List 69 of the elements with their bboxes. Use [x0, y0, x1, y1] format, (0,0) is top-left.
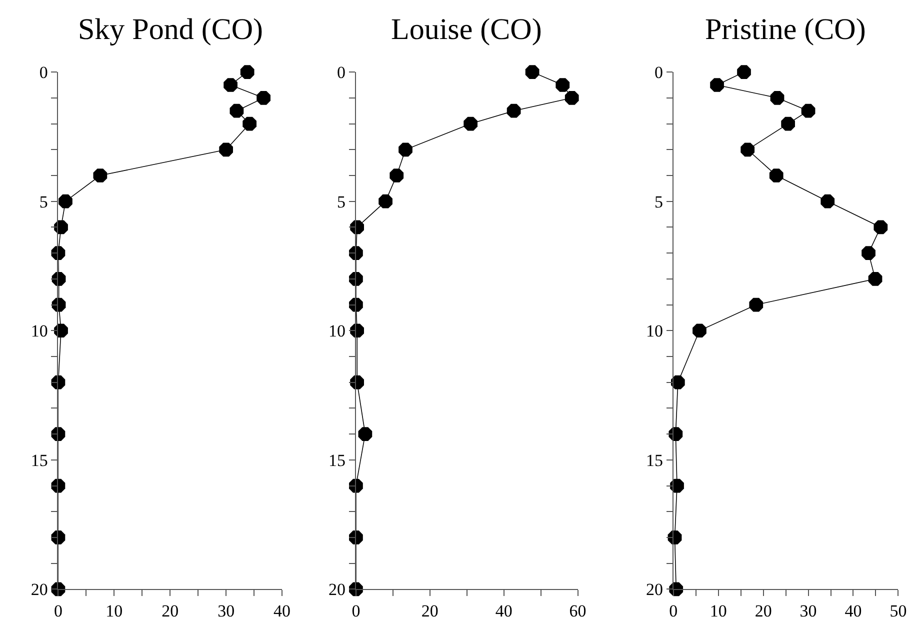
x-tick-label: 0 [669, 602, 678, 621]
y-tick-label: 0 [654, 63, 664, 82]
point [358, 427, 372, 441]
x-tick-label: 0 [352, 602, 360, 621]
chart-title: Pristine (CO) [705, 13, 866, 46]
point [770, 90, 784, 105]
point [219, 142, 234, 157]
point [242, 116, 257, 131]
y-tick-label: 5 [39, 192, 48, 212]
point [710, 78, 724, 92]
x-tick-label: 20 [754, 602, 772, 621]
point [398, 142, 412, 157]
x-tick-label: 0 [54, 602, 62, 621]
point [670, 478, 684, 493]
point [737, 65, 751, 79]
y-tick-label: 5 [337, 192, 346, 212]
chart-title: Sky Pond (CO) [78, 13, 264, 46]
point [801, 104, 816, 118]
x-tick-label: 40 [274, 602, 291, 621]
x-tick-label: 40 [495, 602, 512, 621]
y-tick-label: 10 [30, 322, 48, 341]
point [506, 104, 521, 118]
x-tick-label: 10 [710, 602, 727, 621]
point [93, 168, 108, 182]
point [868, 272, 882, 286]
point [58, 194, 72, 208]
point [525, 65, 540, 79]
y-tick-label: 10 [646, 322, 664, 341]
chart-title: Louise (CO) [391, 13, 542, 46]
point [256, 90, 270, 105]
point [781, 116, 795, 131]
point [749, 298, 764, 312]
point [668, 427, 683, 441]
point [820, 194, 835, 208]
point [740, 142, 755, 157]
point [54, 220, 68, 234]
point [556, 78, 570, 92]
x-tick-label: 30 [800, 602, 817, 621]
y-tick-label: 0 [337, 63, 346, 82]
point [378, 194, 392, 208]
x-tick-label: 20 [421, 602, 438, 621]
y-tick-label: 0 [39, 63, 48, 82]
y-tick-label: 20 [646, 580, 664, 600]
point [230, 104, 244, 118]
y-tick-label: 15 [328, 450, 346, 470]
y-tick-label: 20 [328, 580, 346, 600]
x-tick-label: 60 [569, 602, 586, 621]
point [769, 168, 784, 182]
x-tick-label: 50 [890, 602, 907, 621]
point [692, 324, 706, 338]
y-tick-label: 20 [30, 580, 48, 600]
point [350, 375, 364, 390]
y-tick-label: 5 [654, 192, 664, 212]
x-tick-label: 40 [844, 602, 862, 621]
y-tick-label: 15 [30, 450, 48, 470]
point [862, 246, 876, 260]
y-tick-label: 10 [328, 322, 346, 341]
x-tick-label: 30 [218, 602, 235, 621]
point [54, 324, 68, 338]
point [390, 168, 404, 182]
point [224, 78, 238, 92]
point [240, 65, 254, 79]
x-tick-label: 10 [106, 602, 123, 621]
point [670, 375, 685, 390]
point [464, 116, 478, 131]
point [564, 90, 579, 105]
point [874, 220, 888, 234]
x-tick-label: 20 [162, 602, 179, 621]
y-tick-label: 15 [646, 450, 664, 470]
